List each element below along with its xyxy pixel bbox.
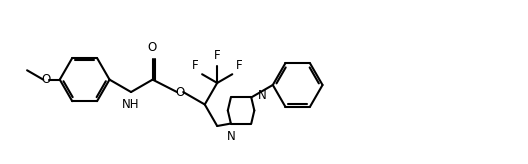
Text: F: F bbox=[236, 59, 243, 72]
Text: F: F bbox=[192, 59, 199, 72]
Text: N: N bbox=[258, 89, 267, 102]
Text: F: F bbox=[214, 49, 221, 62]
Text: O: O bbox=[147, 41, 157, 54]
Text: O: O bbox=[176, 86, 185, 99]
Text: O: O bbox=[42, 73, 51, 86]
Text: N: N bbox=[227, 130, 235, 143]
Text: NH: NH bbox=[122, 98, 140, 111]
